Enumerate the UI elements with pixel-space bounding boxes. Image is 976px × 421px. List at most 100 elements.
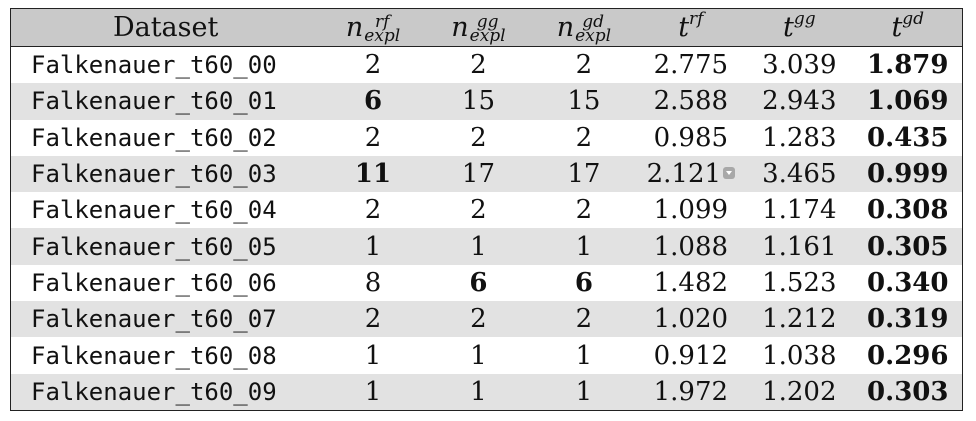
cell-t-gd: 1.069 [853,83,962,120]
cell-t-gg: 2.943 [745,83,854,120]
cell-n-gg: 2 [426,47,531,84]
cell-t-gd: 0.319 [853,301,962,338]
cell-t-rf: 1.972 [636,373,746,410]
dropdown-marker-icon[interactable] [723,167,736,180]
cell-dataset: Falkenauer_t60_06 [11,265,320,301]
column-header-base: n [345,12,364,43]
column-header-subscript: expl [575,25,612,46]
cell-t-gg: 3.465 [745,155,854,193]
table-row: Falkenauer_t60_03 11 17 17 2.121 3.465 0.999 [11,155,962,193]
cell-value: 2 [575,50,593,81]
cell-dataset: Falkenauer_t60_03 [11,155,321,193]
cell-t-gd: 0.999 [853,155,962,193]
cell-t-rf: 1.088 [636,228,746,265]
cell-t-gg: 1.212 [745,301,854,338]
cell-dataset: Falkenauer_t60_02 [11,120,320,156]
cell-value: 2 [364,304,382,335]
cell-value: 2.775 [653,50,729,81]
column-header-t-gd: tgd [853,9,962,47]
cell-n-gg: 1 [425,228,532,265]
cell-value: 0.303 [867,376,949,407]
cell-n-rf: 1 [320,337,425,373]
cell-value: 3.039 [762,50,837,81]
cell-value: 1 [364,231,382,262]
cell-value: Falkenauer_t60_02 [31,123,277,152]
table-row: Falkenauer_t60_06 8 6 6 1.482 1.523 0.340 [11,265,962,301]
cell-dataset: Falkenauer_t60_00 [11,47,320,84]
cell-n-rf: 11 [320,155,426,193]
cell-n-rf: 8 [320,265,425,301]
cell-value: 1.069 [867,86,949,117]
cell-value: Falkenauer_t60_03 [31,160,277,189]
cell-n-gd: 1 [531,337,636,373]
cell-value: 2 [470,195,487,226]
cell-n-gd: 1 [531,228,637,265]
cell-value: 0.308 [867,195,949,226]
cell-value: 1.161 [762,231,837,262]
cell-t-gg: 1.038 [745,337,853,373]
cell-value: 17 [461,159,495,190]
cell-n-rf: 1 [320,228,426,265]
column-header-base: n [451,12,469,43]
cell-value: 15 [461,86,495,117]
column-header-base: t [678,12,690,43]
results-table: Dataset n rf expl n gg expl n gd expl trf tgg tgd Fa… [11,9,962,410]
cell-value: 2 [364,195,382,226]
column-header-scripts: gg expl [469,13,506,46]
cell-n-rf: 2 [320,301,426,338]
cell-t-gd: 0.303 [853,373,962,410]
cell-t-rf: 2.775 [637,47,745,84]
cell-value: 2.588 [653,86,729,117]
cell-n-rf: 1 [320,373,426,410]
cell-t-gg: 3.039 [745,47,853,84]
cell-value: 1.099 [653,195,729,226]
cell-n-gd: 17 [531,155,637,193]
cell-value: 1 [575,231,593,262]
cell-value: 2 [575,195,593,226]
cell-t-rf: 1.020 [636,301,746,338]
table-body: Falkenauer_t60_00 2 2 2 2.775 3.039 1.879 Falke… [11,47,962,410]
column-header-n-gd: n gd expl [531,9,637,47]
cell-dataset: Falkenauer_t60_04 [11,192,320,228]
cell-n-gd: 2 [531,192,636,228]
table-row: Falkenauer_t60_04 2 2 2 1.099 1.174 0.308 [11,192,962,228]
cell-value: 2 [364,50,382,81]
cell-value: 2 [470,122,487,153]
column-header-base: n [556,12,575,43]
cell-t-gd: 1.879 [854,47,962,84]
cell-value: Falkenauer_t60_01 [31,87,277,116]
column-header-subscript: expl [469,25,506,46]
cell-dataset: Falkenauer_t60_01 [11,83,321,120]
cell-value: 1.879 [867,50,949,81]
cell-t-rf: 1.099 [637,192,745,228]
cell-n-gd: 15 [531,83,637,120]
cell-dataset: Falkenauer_t60_07 [11,301,321,338]
cell-value: 1.202 [762,376,837,407]
cell-value: 1 [575,376,593,407]
cell-value: 0.319 [867,304,949,335]
cell-value: 0.340 [867,267,949,298]
cell-value: 1.283 [762,122,837,153]
cell-value: 1.020 [653,304,729,335]
column-header-scripts: rf expl [364,13,401,46]
cell-t-gd: 0.435 [854,120,962,156]
cell-value: Falkenauer_t60_00 [31,51,277,80]
cell-value: 15 [567,86,601,117]
cell-t-gg: 1.202 [745,373,854,410]
cell-value: 2 [575,122,593,153]
cell-t-rf: 0.985 [637,120,745,156]
cell-value: 2 [364,122,382,153]
cell-t-gd: 0.296 [854,337,962,373]
cell-t-rf: 2.121 [636,155,746,193]
cell-value: 1.482 [653,267,729,298]
cell-value: 1 [364,376,382,407]
cell-t-rf: 1.482 [637,265,745,301]
cell-value: 1 [364,340,382,371]
cell-value: 2.121 [646,159,722,190]
cell-value: 11 [354,159,392,190]
cell-value: Falkenauer_t60_08 [31,341,277,370]
cell-n-gg: 6 [426,265,531,301]
column-header-subscript: expl [364,25,401,46]
cell-n-gd: 2 [531,120,636,156]
column-header-superscript: rf [689,9,704,29]
